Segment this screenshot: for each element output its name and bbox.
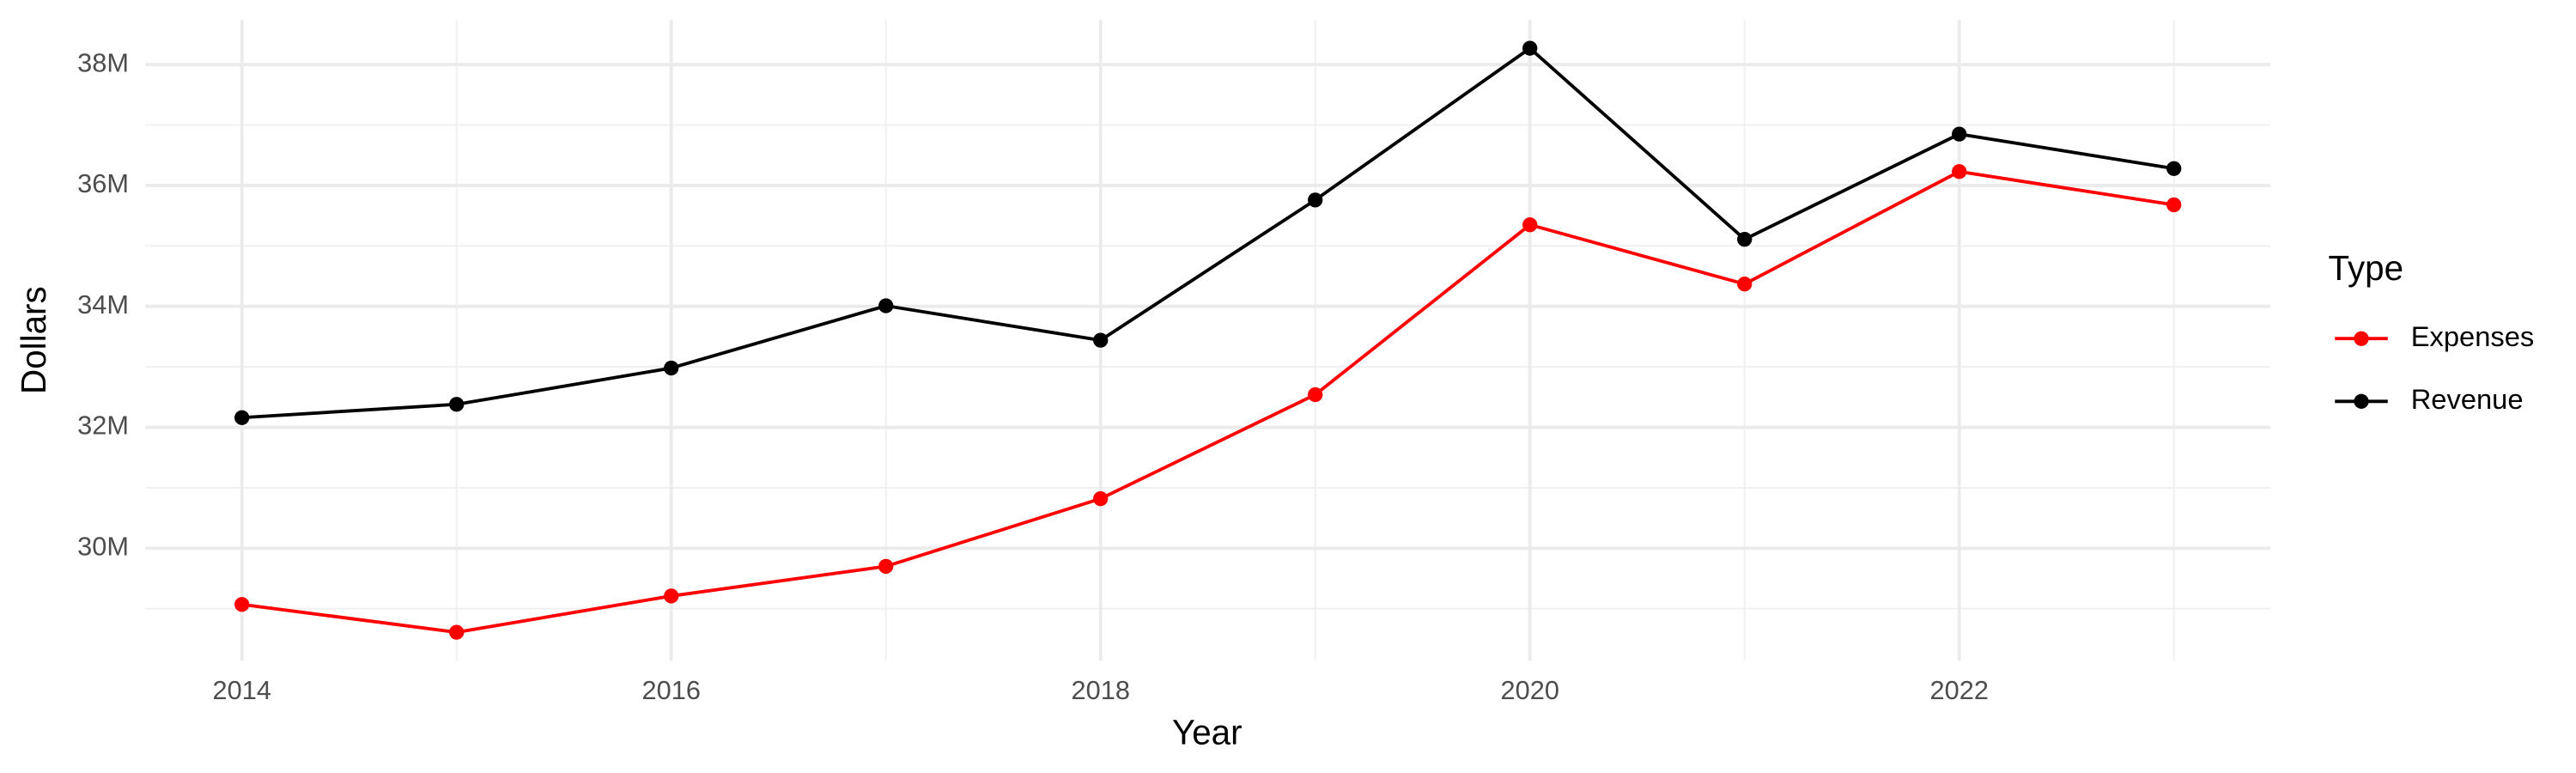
y-tick-label: 38M: [77, 47, 129, 77]
legend-label: Expenses: [2411, 320, 2535, 352]
data-point: [1952, 126, 1967, 142]
data-point: [664, 360, 679, 376]
data-point: [2166, 197, 2182, 213]
data-point: [1308, 192, 1323, 208]
data-point: [878, 558, 894, 575]
data-point: [1737, 277, 1753, 292]
legend-marker: [2354, 393, 2369, 409]
data-point: [1522, 217, 1538, 233]
x-tick-label: 2020: [1501, 675, 1559, 705]
series-line: [241, 46, 2175, 420]
y-tick-label: 34M: [77, 289, 129, 320]
data-point: [234, 597, 250, 612]
data-point: [878, 298, 894, 313]
x-tick-label: 2018: [1072, 675, 1130, 705]
y-tick-label: 30M: [77, 531, 129, 561]
legend-label: Revenue: [2411, 383, 2524, 415]
data-point: [1308, 386, 1323, 403]
data-point: [1093, 332, 1109, 348]
data-point: [1093, 490, 1109, 507]
data-point: [449, 397, 465, 412]
data-point: [1952, 164, 1967, 180]
y-axis-title: Dollars: [14, 286, 53, 394]
x-tick-label: 2016: [642, 675, 701, 705]
data-point: [2166, 161, 2182, 176]
legend-marker: [2354, 331, 2369, 346]
y-tick-label: 36M: [77, 168, 129, 198]
data-point: [234, 410, 250, 425]
x-tick-label: 2022: [1930, 675, 1989, 705]
legend-title: Type: [2329, 248, 2404, 288]
x-tick-label: 2014: [213, 675, 271, 705]
data-point: [1737, 231, 1753, 247]
y-tick-label: 32M: [77, 411, 129, 441]
data-point: [1522, 40, 1538, 56]
data-point: [664, 588, 679, 604]
series-line: [241, 169, 2175, 635]
data-point: [449, 624, 465, 640]
x-axis-title: Year: [1172, 712, 1242, 752]
